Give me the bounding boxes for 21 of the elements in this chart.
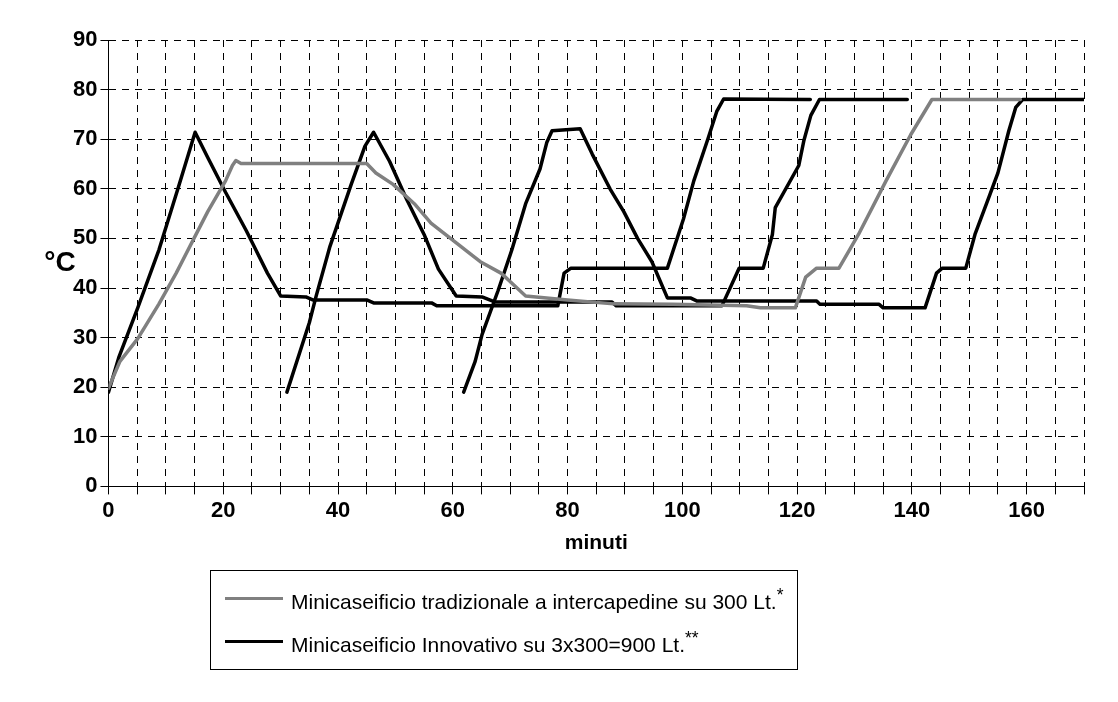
y-tick-label: 80: [72, 75, 98, 101]
x-tick-label: 100: [663, 496, 701, 522]
x-tick-label: 40: [325, 496, 351, 522]
y-tick-label: 60: [72, 174, 98, 200]
x-tick-label: 120: [778, 496, 816, 522]
y-tick-label: 40: [72, 274, 98, 300]
x-tick-label: 80: [555, 496, 580, 522]
y-tick-label: 70: [72, 125, 98, 151]
y-tick-label: 20: [72, 373, 98, 399]
legend-label: Minicaseificio Innovativo su 3x300=900 Lt.$^{**}$: [291, 627, 699, 658]
x-tick-label: 20: [211, 496, 236, 522]
x-tick-label: 0: [102, 496, 115, 522]
x-axis-title: minuti: [564, 530, 628, 554]
legend-label: Minicaseificio tradizionale a intercapedine su 300 Lt.$^{*}$: [291, 584, 784, 615]
y-tick-label: 0: [85, 472, 98, 498]
y-tick-label: 90: [72, 26, 98, 52]
y-tick-label: 30: [72, 323, 98, 349]
x-tick-label: 160: [1008, 496, 1045, 522]
x-tick-label: 60: [440, 496, 466, 522]
x-tick-label: 140: [893, 496, 931, 522]
y-tick-label: 10: [72, 422, 98, 448]
